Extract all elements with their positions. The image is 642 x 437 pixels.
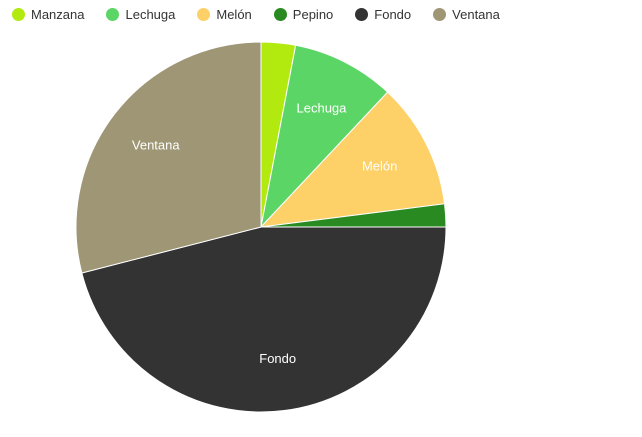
slice-label-lechuga: Lechuga [297, 100, 348, 115]
pie-slice-ventana[interactable] [75, 41, 262, 274]
legend-swatch-fondo [355, 7, 369, 21]
slice-label-fondo: Fondo [259, 351, 296, 366]
legend-item-manzana[interactable]: Manzana [12, 7, 84, 22]
legend-item-ventana[interactable]: Ventana [433, 7, 500, 22]
pie-slice-melon[interactable] [259, 91, 446, 228]
legend-label-fondo: Fondo [374, 6, 412, 22]
legend-swatch-ventana [433, 7, 447, 21]
pie-slices [75, 41, 447, 413]
legend-swatch-melon [197, 7, 211, 21]
slice-label-ventana: Ventana [132, 137, 180, 152]
legend-label-manzana: Manzana [31, 6, 85, 22]
pie-slice-lechuga[interactable] [260, 44, 389, 229]
legend-label-lechuga: Lechuga [125, 6, 176, 22]
pie-labels: Lechuga Melón Fondo Ventana [132, 100, 398, 366]
legend-label-pepino: Pepino [292, 6, 334, 22]
legend-swatch-lechuga [106, 7, 120, 21]
legend-item-lechuga[interactable]: Lechuga [106, 7, 175, 22]
slice-label-melon: Melón [362, 159, 397, 174]
legend-label-ventana: Ventana [452, 6, 500, 22]
pie-slice-fondo[interactable] [81, 226, 447, 413]
legend-item-pepino[interactable]: Pepino [273, 6, 334, 22]
legend-swatch-pepino [273, 7, 287, 21]
legend-swatch-manzana [12, 7, 25, 21]
legend-label-melon: Melón [216, 6, 252, 22]
legend-item-fondo[interactable]: Fondo [355, 7, 411, 22]
chart-legend: Manzana Lechuga Melón Pepino Fondo Venta… [12, 6, 522, 22]
legend-item-melon[interactable]: Melón [197, 6, 252, 22]
